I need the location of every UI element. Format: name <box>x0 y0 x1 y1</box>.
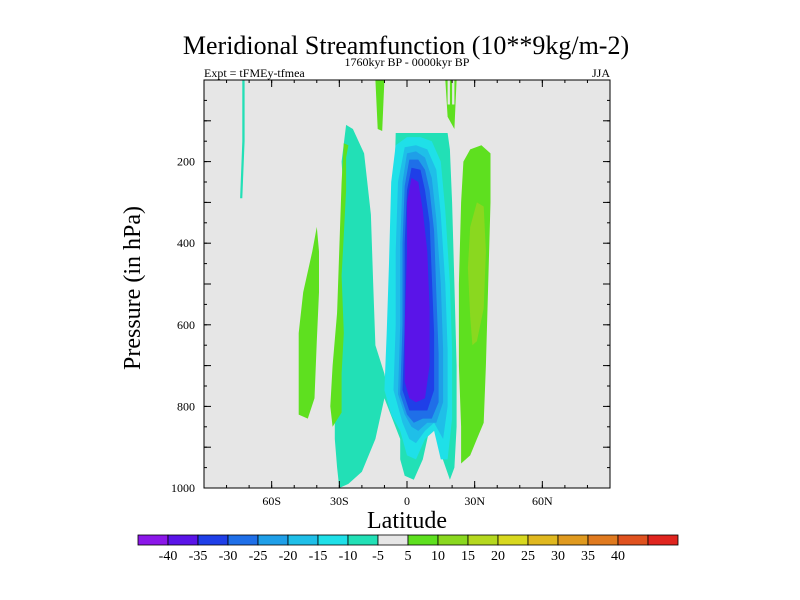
colorbar-label: -5 <box>372 549 384 564</box>
colorbar-swatch <box>437 534 469 546</box>
chart-subtitle-left: Expt = tFMEy-tfmea <box>204 66 305 80</box>
colorbar-label: 40 <box>611 549 625 564</box>
colorbar-swatch <box>647 534 679 546</box>
colorbar-swatch <box>317 534 349 546</box>
contour-region-8 <box>330 143 349 427</box>
colorbar-swatch <box>407 534 439 546</box>
colorbar-swatch <box>587 534 619 546</box>
colorbar-swatch <box>287 534 319 546</box>
contour-region-14 <box>447 80 450 105</box>
colorbar-label: -40 <box>159 549 178 564</box>
colorbar-label: 35 <box>581 549 595 564</box>
colorbar-label: -20 <box>279 549 298 564</box>
y-tick-label: 600 <box>177 318 195 332</box>
colorbar-label: 5 <box>405 549 412 564</box>
y-axis-label: Pressure (in hPa) <box>120 206 146 370</box>
colorbar-swatch <box>527 534 559 546</box>
colorbar-label: 30 <box>551 549 565 564</box>
contour-region-10 <box>375 80 385 131</box>
colorbar-swatch <box>257 534 289 546</box>
colorbar-swatch <box>617 534 649 546</box>
chart-subtitle-center: 1760kyr BP - 0000kyr BP <box>345 55 470 69</box>
colorbar-label: 15 <box>461 549 475 564</box>
colorbar-label: 10 <box>431 549 445 564</box>
colorbar-swatch <box>137 534 169 546</box>
colorbar-label: -10 <box>339 549 358 564</box>
x-tick-label: 30S <box>330 494 349 508</box>
y-tick-label: 200 <box>177 155 195 169</box>
contour-fill-layer <box>240 80 491 488</box>
colorbar: -40 -35 -30 -25 -20 -15 -10 -5 5 10 15 20 25 30 35 40 <box>137 534 679 564</box>
colorbar-swatch <box>197 534 229 546</box>
colorbar-swatch <box>377 534 409 546</box>
x-axis-label: Latitude <box>367 508 447 534</box>
colorbar-label: 20 <box>491 549 505 564</box>
y-tick-label: 800 <box>177 399 195 413</box>
contour-region-7 <box>240 80 245 199</box>
contour-region-15 <box>452 80 455 105</box>
chart-title: Meridional Streamfunction (10**9kg/m-2) <box>183 31 629 60</box>
x-tick-label: 60S <box>262 494 281 508</box>
x-tick-label: 60N <box>532 494 553 508</box>
x-tick-label: 30N <box>464 494 485 508</box>
colorbar-label: 25 <box>521 549 535 564</box>
colorbar-label: -25 <box>249 549 268 564</box>
colorbar-swatch <box>227 534 259 546</box>
x-tick-label: 0 <box>404 494 410 508</box>
chart-subtitle-right: JJA <box>592 66 610 80</box>
colorbar-label: -15 <box>309 549 328 564</box>
axis-ticks: 60S 30S 0 30N 60N 200 400 600 800 1000 <box>171 80 610 508</box>
y-tick-label: 1000 <box>171 481 195 495</box>
colorbar-label: -30 <box>219 549 238 564</box>
contour-region-12 <box>467 202 486 346</box>
contour-region-9 <box>298 226 319 419</box>
colorbar-swatch <box>557 534 589 546</box>
colorbar-swatch <box>467 534 499 546</box>
y-tick-label: 400 <box>177 236 195 250</box>
colorbar-swatch <box>497 534 529 546</box>
contour-region-6 <box>404 177 430 403</box>
colorbar-swatch <box>347 534 379 546</box>
colorbar-swatch <box>167 534 199 546</box>
colorbar-label: -35 <box>189 549 208 564</box>
